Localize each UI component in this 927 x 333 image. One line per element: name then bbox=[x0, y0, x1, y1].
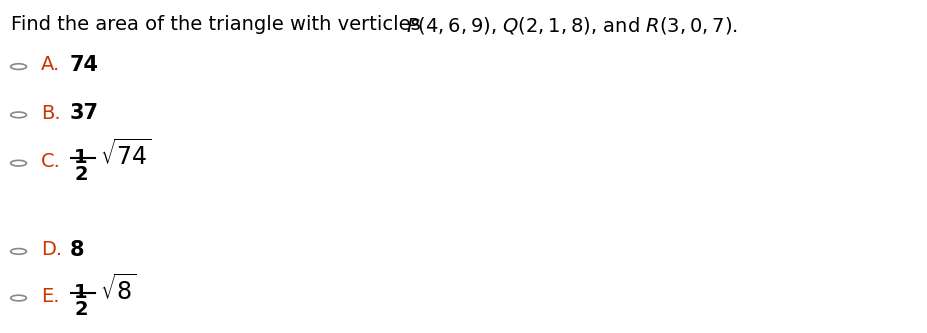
Text: B.: B. bbox=[41, 104, 60, 123]
Text: 8: 8 bbox=[70, 240, 84, 260]
Text: 1: 1 bbox=[74, 283, 88, 302]
Text: C.: C. bbox=[41, 152, 60, 171]
Text: Find the area of the triangle with verticles: Find the area of the triangle with verti… bbox=[11, 15, 427, 34]
Text: $\sqrt{8}$: $\sqrt{8}$ bbox=[100, 274, 137, 305]
Text: 74: 74 bbox=[70, 55, 98, 75]
Text: E.: E. bbox=[41, 287, 59, 306]
Text: $\sqrt{74}$: $\sqrt{74}$ bbox=[100, 140, 152, 170]
Text: $P(4,6,9)$, $Q(2,1,8)$, and $R(3,0,7)$.: $P(4,6,9)$, $Q(2,1,8)$, and $R(3,0,7)$. bbox=[406, 15, 738, 36]
Text: 37: 37 bbox=[70, 103, 98, 123]
Text: A.: A. bbox=[41, 55, 60, 75]
Text: D.: D. bbox=[41, 240, 62, 259]
Text: 1: 1 bbox=[74, 148, 88, 167]
Text: 2: 2 bbox=[74, 165, 88, 184]
Text: 2: 2 bbox=[74, 300, 88, 319]
